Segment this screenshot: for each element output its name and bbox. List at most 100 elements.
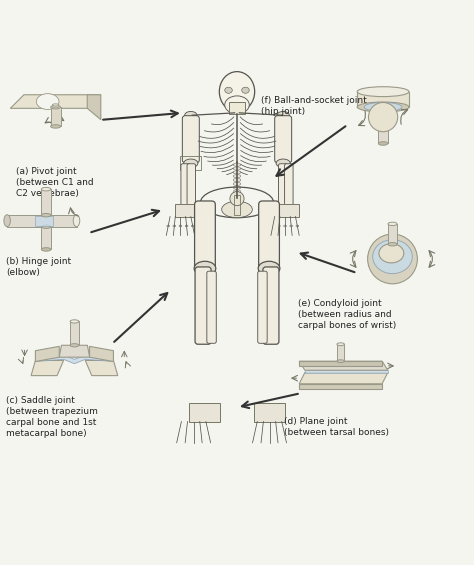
Ellipse shape bbox=[283, 225, 286, 227]
Ellipse shape bbox=[70, 344, 79, 347]
Ellipse shape bbox=[51, 106, 61, 109]
FancyBboxPatch shape bbox=[181, 164, 191, 209]
FancyBboxPatch shape bbox=[254, 403, 285, 423]
Polygon shape bbox=[299, 361, 382, 366]
Text: (d) Plane joint
(between tarsal bones): (d) Plane joint (between tarsal bones) bbox=[284, 417, 389, 437]
Ellipse shape bbox=[378, 142, 388, 145]
Ellipse shape bbox=[173, 225, 176, 227]
Ellipse shape bbox=[233, 171, 241, 174]
Polygon shape bbox=[87, 95, 101, 120]
Ellipse shape bbox=[388, 222, 397, 225]
FancyBboxPatch shape bbox=[284, 164, 293, 209]
Ellipse shape bbox=[4, 215, 10, 227]
Ellipse shape bbox=[368, 234, 418, 284]
Bar bbox=[337, 344, 345, 361]
Ellipse shape bbox=[41, 214, 51, 217]
FancyBboxPatch shape bbox=[195, 267, 211, 344]
FancyBboxPatch shape bbox=[259, 201, 279, 270]
FancyBboxPatch shape bbox=[258, 271, 267, 344]
Ellipse shape bbox=[36, 94, 59, 110]
Polygon shape bbox=[36, 346, 59, 362]
Ellipse shape bbox=[277, 225, 280, 227]
Ellipse shape bbox=[73, 215, 80, 227]
Bar bbox=[7, 215, 76, 227]
Bar bbox=[51, 107, 61, 127]
Ellipse shape bbox=[225, 96, 249, 114]
Ellipse shape bbox=[233, 182, 241, 185]
Ellipse shape bbox=[277, 111, 289, 119]
Ellipse shape bbox=[337, 360, 345, 363]
Polygon shape bbox=[10, 95, 101, 108]
Ellipse shape bbox=[233, 167, 241, 170]
FancyBboxPatch shape bbox=[272, 204, 299, 218]
Bar bbox=[36, 216, 53, 226]
Ellipse shape bbox=[184, 159, 198, 167]
Ellipse shape bbox=[233, 194, 241, 197]
FancyBboxPatch shape bbox=[182, 116, 199, 163]
Ellipse shape bbox=[222, 201, 252, 218]
Polygon shape bbox=[59, 345, 90, 357]
Ellipse shape bbox=[185, 111, 197, 119]
Ellipse shape bbox=[258, 261, 280, 275]
Ellipse shape bbox=[242, 87, 249, 93]
Ellipse shape bbox=[41, 247, 51, 251]
Bar bbox=[378, 118, 388, 144]
Ellipse shape bbox=[296, 225, 299, 227]
Ellipse shape bbox=[373, 240, 412, 273]
Text: (c) Saddle joint
(between trapezium
carpal bone and 1st
metacarpal bone): (c) Saddle joint (between trapezium carp… bbox=[6, 396, 98, 438]
Ellipse shape bbox=[233, 175, 241, 178]
FancyBboxPatch shape bbox=[195, 201, 215, 270]
Ellipse shape bbox=[194, 261, 216, 275]
Text: (a) Pivot joint
(between C1 and
C2 vertebrae): (a) Pivot joint (between C1 and C2 verte… bbox=[16, 167, 93, 198]
Ellipse shape bbox=[290, 225, 292, 227]
Ellipse shape bbox=[388, 242, 397, 246]
Text: (b) Hinge joint
(elbow): (b) Hinge joint (elbow) bbox=[6, 257, 71, 277]
Text: (f) Ball-and-socket joint
(hip joint): (f) Ball-and-socket joint (hip joint) bbox=[261, 97, 366, 116]
Bar bbox=[70, 321, 79, 345]
Ellipse shape bbox=[51, 125, 61, 128]
Polygon shape bbox=[299, 384, 382, 389]
FancyBboxPatch shape bbox=[187, 164, 196, 209]
FancyBboxPatch shape bbox=[228, 102, 246, 114]
Ellipse shape bbox=[225, 87, 232, 93]
Text: (e) Condyloid joint
(between radius and
carpal bones of wrist): (e) Condyloid joint (between radius and … bbox=[298, 299, 397, 330]
Circle shape bbox=[368, 102, 398, 132]
FancyBboxPatch shape bbox=[207, 271, 216, 344]
Ellipse shape bbox=[378, 116, 388, 120]
FancyBboxPatch shape bbox=[278, 164, 288, 209]
FancyBboxPatch shape bbox=[263, 267, 279, 344]
Ellipse shape bbox=[179, 225, 182, 227]
Ellipse shape bbox=[272, 225, 274, 227]
Ellipse shape bbox=[233, 186, 241, 189]
Polygon shape bbox=[36, 355, 113, 364]
Ellipse shape bbox=[230, 192, 244, 206]
Bar bbox=[41, 189, 51, 215]
Polygon shape bbox=[31, 360, 64, 376]
FancyBboxPatch shape bbox=[175, 204, 202, 218]
Bar bbox=[41, 227, 51, 249]
Polygon shape bbox=[305, 370, 388, 372]
Ellipse shape bbox=[219, 72, 255, 112]
Polygon shape bbox=[299, 372, 388, 384]
Ellipse shape bbox=[379, 244, 404, 263]
Polygon shape bbox=[299, 361, 388, 370]
Ellipse shape bbox=[191, 225, 194, 227]
Ellipse shape bbox=[53, 104, 59, 106]
Ellipse shape bbox=[364, 102, 402, 111]
Polygon shape bbox=[90, 346, 113, 362]
Ellipse shape bbox=[337, 343, 345, 346]
Ellipse shape bbox=[276, 159, 290, 167]
Ellipse shape bbox=[357, 102, 409, 112]
Ellipse shape bbox=[167, 225, 170, 227]
Ellipse shape bbox=[233, 163, 241, 166]
Ellipse shape bbox=[41, 188, 51, 191]
Ellipse shape bbox=[233, 179, 241, 182]
Ellipse shape bbox=[41, 225, 51, 228]
Polygon shape bbox=[85, 360, 118, 376]
FancyBboxPatch shape bbox=[189, 403, 220, 423]
FancyBboxPatch shape bbox=[275, 116, 292, 163]
Ellipse shape bbox=[70, 320, 79, 323]
Ellipse shape bbox=[233, 190, 241, 193]
Ellipse shape bbox=[185, 225, 188, 227]
Bar bbox=[357, 92, 409, 107]
